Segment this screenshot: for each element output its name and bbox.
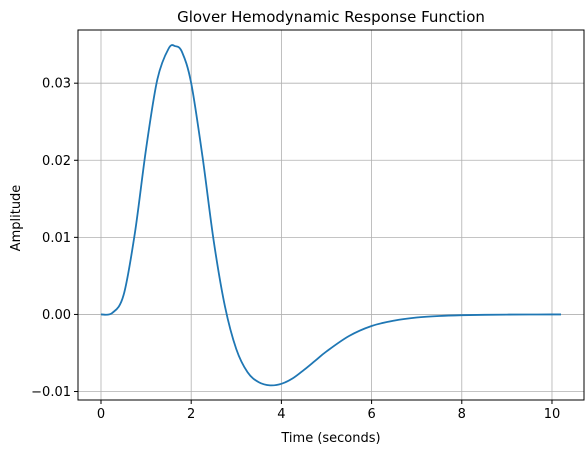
grid (78, 30, 584, 400)
x-tick-label: 2 (187, 407, 195, 422)
y-tick-label: −0.01 (31, 385, 71, 400)
plot-frame (77, 29, 585, 401)
y-tick-label: 0.01 (42, 231, 71, 246)
y-tick-label: 0.00 (42, 308, 71, 323)
y-axis-label: Amplitude (9, 185, 24, 252)
x-tick-label: 6 (367, 407, 375, 422)
x-tick-label: 10 (544, 407, 561, 422)
series-layer (100, 44, 562, 387)
y-tick-label: 0.02 (42, 154, 71, 169)
ticks: 0 2 4 6 8 10 −0.01 0.00 0.01 0.02 0.03 (31, 77, 560, 422)
x-tick-label: 0 (97, 407, 105, 422)
x-tick-label: 8 (458, 407, 466, 422)
chart-title: Glover Hemodynamic Response Function (177, 8, 485, 26)
x-tick-label: 4 (277, 407, 285, 422)
y-tick-label: 0.03 (42, 77, 71, 92)
x-axis-label: Time (seconds) (280, 431, 380, 446)
hrf-line (100, 44, 562, 387)
